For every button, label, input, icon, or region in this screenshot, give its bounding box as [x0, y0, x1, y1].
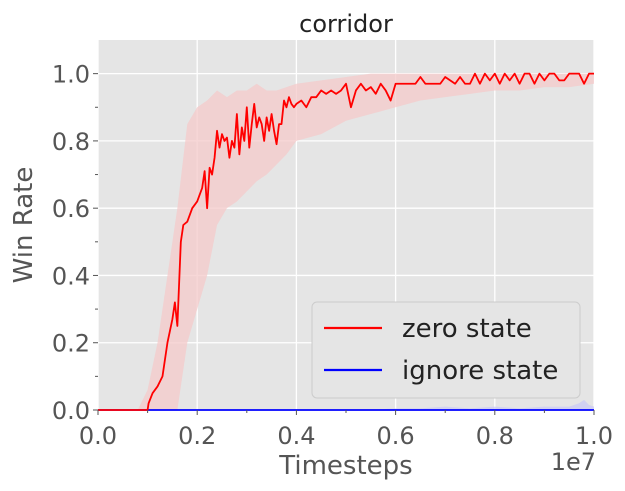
x-tick-label: 1.0 [575, 422, 613, 450]
x-tick-label: 0.4 [277, 422, 315, 450]
y-axis-label: Win Rate [9, 167, 39, 284]
band-zero-state [98, 73, 594, 410]
y-tick-label: 1.0 [52, 61, 90, 89]
band-ignore-state [98, 399, 594, 410]
legend-label-zero-state: zero state [402, 314, 532, 344]
y-tick-label: 0.6 [52, 195, 90, 223]
confidence-bands [98, 73, 594, 410]
x-tick-label: 0.2 [178, 422, 216, 450]
y-tick-label: 0.4 [52, 262, 90, 290]
x-tick-label: 0.0 [79, 422, 117, 450]
y-tick-label: 0.0 [52, 397, 90, 425]
y-tick-label: 0.8 [52, 128, 90, 156]
tick-labels: 0.0 0.2 0.4 0.6 0.8 1.0 0.0 0.2 0.4 0.6 0.8 1.0 [52, 61, 613, 450]
legend-label-ignore-state: ignore state [402, 356, 558, 386]
axis-ticks [93, 73, 595, 415]
x-tick-label: 0.6 [377, 422, 415, 450]
legend-box [311, 301, 581, 399]
y-tick-label: 0.2 [52, 330, 90, 358]
line-zero-state [98, 72, 594, 411]
chart-title: corridor [299, 10, 393, 38]
x-tick-label: 0.8 [476, 422, 514, 450]
x-axis-scale-label: 1e7 [551, 448, 596, 476]
x-axis-label: Timesteps [278, 451, 412, 481]
legend: zero state ignore state [311, 301, 581, 399]
